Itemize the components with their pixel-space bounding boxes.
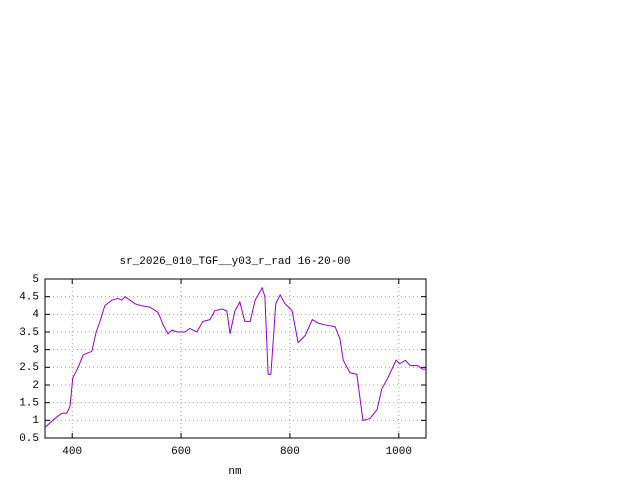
x-tick-label: 1000 — [386, 446, 412, 458]
y-tick-label: 2.5 — [19, 362, 39, 374]
y-tick-label: 4 — [32, 309, 39, 321]
y-tick-label: 2 — [32, 380, 39, 392]
y-tick-label: 3.5 — [19, 327, 39, 339]
y-tick-label: 3 — [32, 345, 39, 357]
x-axis-label: nm — [228, 466, 242, 478]
y-tick-label: 1.5 — [19, 398, 39, 410]
data-line — [44, 286, 426, 428]
x-tick-label: 600 — [171, 446, 191, 458]
y-tick-label: 5 — [32, 274, 39, 286]
y-tick-label: 1 — [32, 415, 39, 427]
y-tick-label: 4.5 — [19, 292, 39, 304]
x-tick-label: 400 — [62, 446, 82, 458]
x-tick-label: 800 — [280, 446, 300, 458]
chart-title: sr_2026_010_TGF__y03_r_rad 16-20-00 — [119, 256, 350, 268]
plot-border — [44, 278, 427, 439]
y-tick-label: 0.5 — [19, 433, 39, 445]
